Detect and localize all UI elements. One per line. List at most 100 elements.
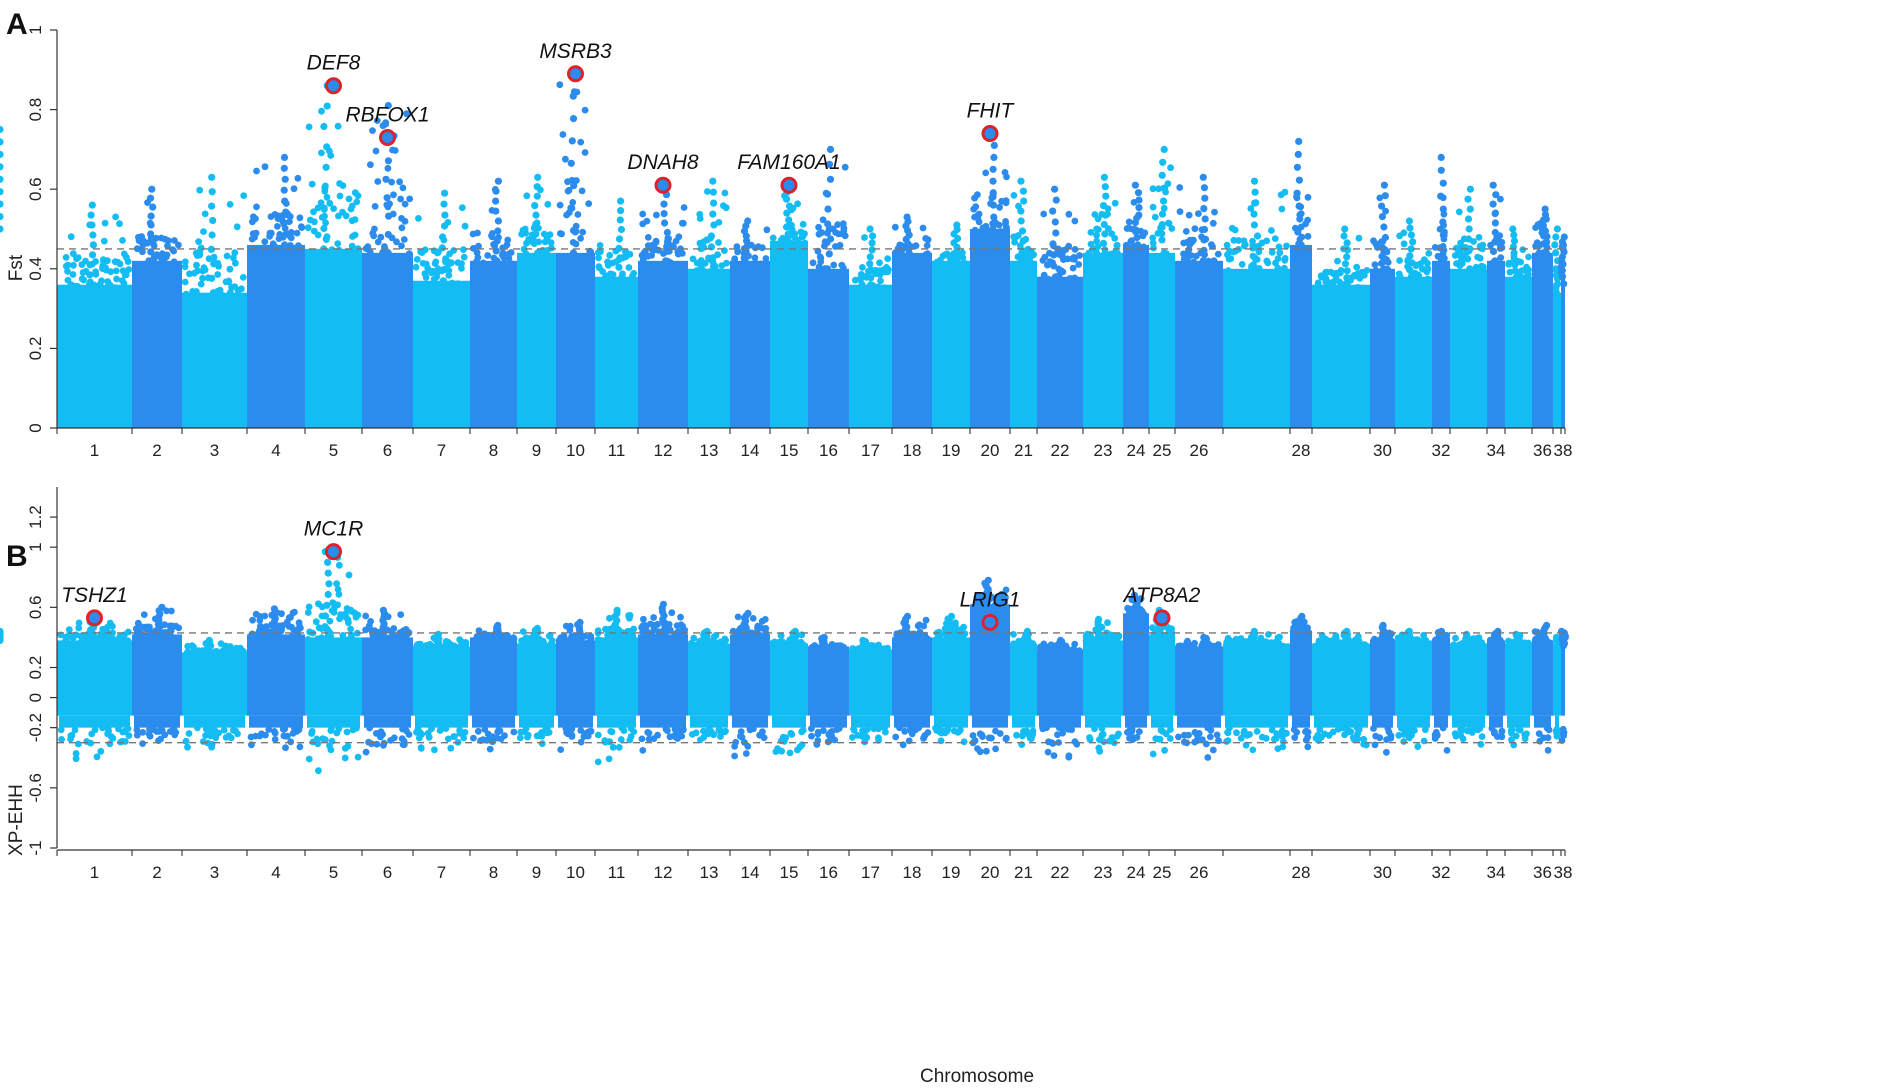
point-chr-1 bbox=[75, 624, 83, 632]
point-chr-29 bbox=[1318, 273, 1325, 281]
band-chr-33 bbox=[1450, 268, 1487, 428]
low-point-chr-26 bbox=[1204, 754, 1212, 761]
band-low-chr-13 bbox=[690, 715, 728, 728]
low-point-chr-14 bbox=[756, 731, 763, 739]
peak-point-chr-34 bbox=[1489, 181, 1497, 189]
peak-point-chr-25 bbox=[1158, 171, 1166, 179]
point-chr-27 bbox=[1230, 236, 1238, 244]
peak-point-chr-7 bbox=[442, 255, 450, 263]
x-tick-label: 30 bbox=[1373, 863, 1392, 882]
peak-point-chr-23 bbox=[1102, 211, 1110, 219]
band-chr-18 bbox=[892, 637, 932, 716]
point-chr-25 bbox=[1165, 219, 1172, 227]
low-point-chr-7 bbox=[456, 729, 464, 737]
peak-point-chr-28 bbox=[1295, 241, 1303, 249]
peak-point-chr-20 bbox=[989, 165, 997, 173]
low-point-chr-1 bbox=[87, 739, 94, 747]
point-chr-15 bbox=[801, 239, 809, 247]
low-point-chr-29 bbox=[1314, 731, 1322, 739]
low-point-chr-13 bbox=[705, 727, 713, 734]
low-point-chr-15 bbox=[787, 729, 795, 737]
point-chr-17 bbox=[877, 277, 884, 285]
low-point-chr-14 bbox=[731, 752, 738, 760]
highlight-marker-msrb3 bbox=[567, 65, 584, 83]
point-chr-29 bbox=[1320, 285, 1328, 293]
x-tick-label: 38 bbox=[1554, 441, 1573, 460]
point-chr-6 bbox=[398, 224, 406, 232]
point-chr-16 bbox=[809, 259, 817, 267]
point-chr-18 bbox=[920, 622, 928, 630]
band-chr-35 bbox=[1505, 276, 1532, 428]
low-point-chr-7 bbox=[460, 734, 468, 742]
point-chr-2 bbox=[163, 251, 171, 259]
low-point-chr-27 bbox=[1262, 735, 1270, 742]
peak-point-chr-4 bbox=[281, 241, 289, 249]
band-low-chr-14 bbox=[732, 715, 768, 728]
low-point-chr-31 bbox=[1414, 743, 1422, 750]
point-chr-12 bbox=[679, 219, 686, 227]
low-point-chr-5 bbox=[353, 724, 360, 732]
band-low-chr-34 bbox=[1489, 715, 1503, 728]
peak-point-chr-23 bbox=[1100, 220, 1108, 229]
peak-point-chr-6 bbox=[384, 249, 392, 257]
point-chr-17 bbox=[883, 264, 890, 271]
point-chr-16 bbox=[821, 238, 829, 246]
y-tick-label: 1.2 bbox=[26, 505, 45, 529]
point-chr-15 bbox=[769, 234, 777, 242]
point-chr-11 bbox=[631, 280, 639, 288]
peak-point-chr-21 bbox=[1017, 217, 1025, 225]
point-chr-23 bbox=[1116, 254, 1123, 262]
x-tick-label: 30 bbox=[1373, 441, 1392, 460]
low-point-chr-15 bbox=[772, 748, 780, 755]
band-chr-30 bbox=[1370, 268, 1395, 428]
point-chr-21 bbox=[1027, 258, 1034, 266]
point-chr-3 bbox=[193, 252, 201, 259]
point-chr-3 bbox=[226, 265, 234, 273]
low-point-chr-10 bbox=[568, 733, 576, 740]
peak-point-chr-29 bbox=[1341, 225, 1349, 233]
peak-point-chr-30 bbox=[1381, 192, 1389, 200]
low-point-chr-3 bbox=[184, 743, 191, 751]
point-chr-1 bbox=[119, 267, 127, 275]
peak-point-chr-8 bbox=[494, 217, 502, 225]
point-chr-20 bbox=[974, 212, 982, 219]
highlight-marker-rbfox1 bbox=[379, 128, 396, 146]
band-chr-22 bbox=[1037, 649, 1083, 716]
peak-point-chr-22 bbox=[1051, 273, 1060, 281]
x-tick-label: 9 bbox=[532, 441, 541, 460]
peak-point-chr-30 bbox=[1380, 265, 1388, 273]
point-chr-4 bbox=[295, 242, 302, 250]
low-point-chr-19 bbox=[936, 726, 944, 734]
low-point-chr-30 bbox=[1383, 736, 1390, 744]
low-point-chr-26 bbox=[1204, 724, 1212, 732]
point-chr-1 bbox=[112, 213, 119, 221]
peak-point-chr-8 bbox=[493, 237, 501, 245]
point-chr-14 bbox=[751, 244, 759, 252]
point-chr-23 bbox=[1106, 253, 1114, 261]
peak-point-chr-31 bbox=[1406, 266, 1414, 274]
point-chr-31 bbox=[1410, 280, 1418, 288]
point-chr-5 bbox=[318, 149, 325, 157]
peak-point-chr-26 bbox=[1200, 225, 1209, 234]
point-chr-4 bbox=[276, 231, 284, 238]
point-chr-26 bbox=[1180, 239, 1188, 247]
point-chr-1 bbox=[124, 637, 131, 645]
peak-point-chr-5 bbox=[320, 224, 328, 233]
peak-point-chr-36 bbox=[1541, 205, 1549, 213]
peak-point-chr-2 bbox=[147, 221, 155, 229]
low-point-chr-29 bbox=[1349, 734, 1357, 742]
low-point-chr-3 bbox=[234, 730, 241, 738]
peak-point-chr-28 bbox=[1293, 163, 1301, 171]
point-chr-6 bbox=[366, 622, 373, 629]
band-low-chr-33 bbox=[1452, 715, 1485, 728]
low-point-chr-4 bbox=[287, 738, 295, 746]
low-point-chr-7 bbox=[442, 725, 450, 732]
low-point-chr-35 bbox=[1512, 732, 1520, 740]
peak-point-chr-30 bbox=[1378, 244, 1387, 252]
peak-point-chr-7 bbox=[440, 222, 449, 230]
peak-point-chr-12 bbox=[659, 600, 668, 608]
point-chr-4 bbox=[286, 242, 294, 249]
low-point-chr-1 bbox=[74, 740, 82, 748]
band-chr-20 bbox=[970, 229, 1010, 428]
peak-point-chr-16 bbox=[823, 190, 832, 198]
